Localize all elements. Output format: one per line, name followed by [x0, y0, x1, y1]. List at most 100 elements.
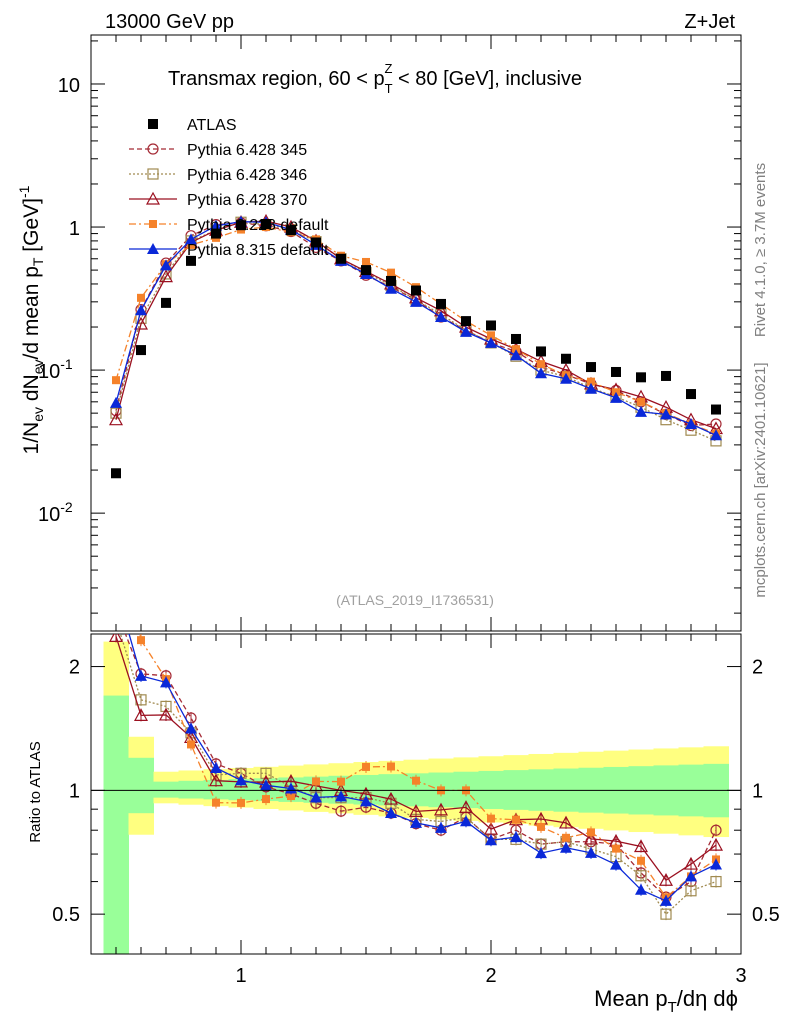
plot-title: Transmax region, 60 < pTZ < 80 [GeV], in…: [168, 61, 582, 96]
ratio-point-p370: [683, 856, 699, 870]
point-atlas: [686, 389, 696, 400]
ratio-tick-label-right: 0.5: [752, 904, 780, 926]
ratio-point-p346: [685, 885, 697, 897]
main-series: [108, 213, 724, 479]
point-p8_315: [660, 408, 672, 420]
point-p8_315: [185, 233, 197, 245]
ratio-point-p8_228: [187, 740, 195, 749]
ratio-point-p8_315: [460, 815, 472, 827]
ratio-point-p8_315: [385, 806, 397, 818]
ratio-point-p8_315: [185, 722, 197, 734]
axis-ticks: 1 2 3 10-2 10-1 1 10 0.5 0.5 1 1 2 2: [38, 35, 780, 987]
ratio-point-p370: [708, 837, 724, 851]
point-p8_228: [587, 377, 595, 386]
point-atlas: [136, 345, 146, 356]
legend-label: Pythia 6.428 346: [187, 167, 307, 184]
title-sub: T: [385, 81, 393, 96]
point-atlas: [286, 225, 296, 236]
point-p8_228: [112, 376, 120, 385]
ratio-y-axis-label: Ratio to ATLAS: [27, 741, 44, 842]
ratio-point-p8_315: [335, 790, 347, 802]
ratio-point-p345: [111, 605, 121, 615]
legend-marker-p8_315: [147, 243, 159, 254]
ratio-point-p345: [335, 805, 347, 817]
ratio-point-p8_315: [410, 816, 422, 828]
point-p8_315: [135, 304, 147, 316]
ratio-point-p8_228: [412, 776, 420, 785]
ratio-point-p370: [208, 773, 224, 787]
legend-label: ATLAS: [187, 117, 237, 134]
ratio-point-p8_315: [610, 858, 622, 870]
point-atlas: [611, 366, 621, 377]
ratio-point-p8_228: [212, 798, 220, 807]
band-green: [178, 780, 204, 799]
point-p8_315: [535, 367, 547, 379]
tick-exponent: -2: [60, 499, 73, 515]
legend-marker-p345: [147, 143, 159, 155]
point-atlas: [361, 265, 371, 276]
point-p370: [108, 412, 124, 426]
point-atlas: [511, 333, 521, 344]
point-p8_228: [487, 331, 495, 340]
ratio-point-p370: [458, 800, 474, 813]
point-p370: [158, 269, 174, 283]
legend-label: Pythia 6.428 345: [187, 142, 307, 159]
ratio-point-p346: [111, 615, 121, 625]
point-atlas: [461, 316, 471, 327]
x-tick-label: 1: [235, 965, 246, 987]
ratio-point-p370: [483, 821, 499, 835]
ratio-tick-label-right: 2: [752, 657, 763, 679]
ratio-point-p8_228: [537, 822, 545, 831]
ratio-point-p8_315: [360, 795, 372, 807]
ratio-point-p370: [658, 873, 674, 886]
point-p8_315: [510, 349, 522, 361]
point-atlas: [161, 297, 171, 308]
ratio-point-p8_228: [512, 815, 520, 824]
title-suffix: < 80 [GeV], inclusive: [393, 68, 583, 90]
ratio-point-p8_228: [287, 792, 295, 801]
point-p8_315: [635, 405, 647, 417]
point-atlas: [236, 220, 246, 231]
main-y-axis-label: 1/Nev dNev/d mean pT [GeV]-1: [16, 185, 46, 454]
band-green: [228, 779, 254, 801]
ratio-point-p370: [583, 831, 599, 845]
point-atlas: [486, 320, 496, 331]
point-atlas: [186, 255, 196, 266]
ratio-point-p8_228: [112, 519, 120, 527]
point-p8_315: [210, 219, 222, 231]
ratio-point-p8_315: [235, 774, 247, 786]
ratio-point-p8_315: [135, 669, 147, 681]
ratio-point-p345: [710, 824, 722, 836]
ratio-point-p370: [133, 708, 149, 721]
point-p8_315: [410, 295, 422, 307]
point-p8_315: [610, 391, 622, 403]
point-p8_315: [460, 325, 472, 337]
point-p8_315: [585, 382, 597, 394]
point-atlas: [211, 228, 221, 239]
legend-marker-p8_228: [149, 220, 157, 228]
ratio-point-p8_315: [435, 821, 447, 833]
mcplots-site-label: mcplots.cern.ch [arXiv:2401.10621]: [752, 362, 769, 597]
y-tick-label: 10-1: [38, 356, 73, 383]
ratio-point-p346: [635, 870, 647, 882]
rivet-version-label: Rivet 4.1.0, ≥ 3.7M events: [752, 163, 769, 337]
ratio-point-p8_315: [560, 841, 572, 853]
ratio-series: [108, 519, 724, 921]
ratio-point-p8_315: [710, 858, 722, 870]
x-axis-label: Mean pT/dη dϕ: [594, 986, 738, 1016]
point-atlas: [661, 370, 671, 381]
ratio-point-p8_228: [337, 777, 345, 786]
legend-marker-p370: [145, 191, 161, 205]
ratio-point-p8_228: [587, 828, 595, 837]
ratio-point-p8_315: [510, 831, 522, 843]
point-p8_315: [385, 282, 397, 294]
ratio-point-p8_228: [387, 762, 395, 771]
band-green: [128, 757, 154, 814]
ratio-point-p8_228: [237, 798, 245, 807]
point-atlas: [436, 298, 446, 309]
ratio-tick-label: 0.5: [52, 904, 80, 926]
ratio-point-p370: [383, 791, 399, 805]
point-atlas: [386, 275, 396, 286]
legend-label: Pythia 6.428 370: [187, 192, 307, 209]
